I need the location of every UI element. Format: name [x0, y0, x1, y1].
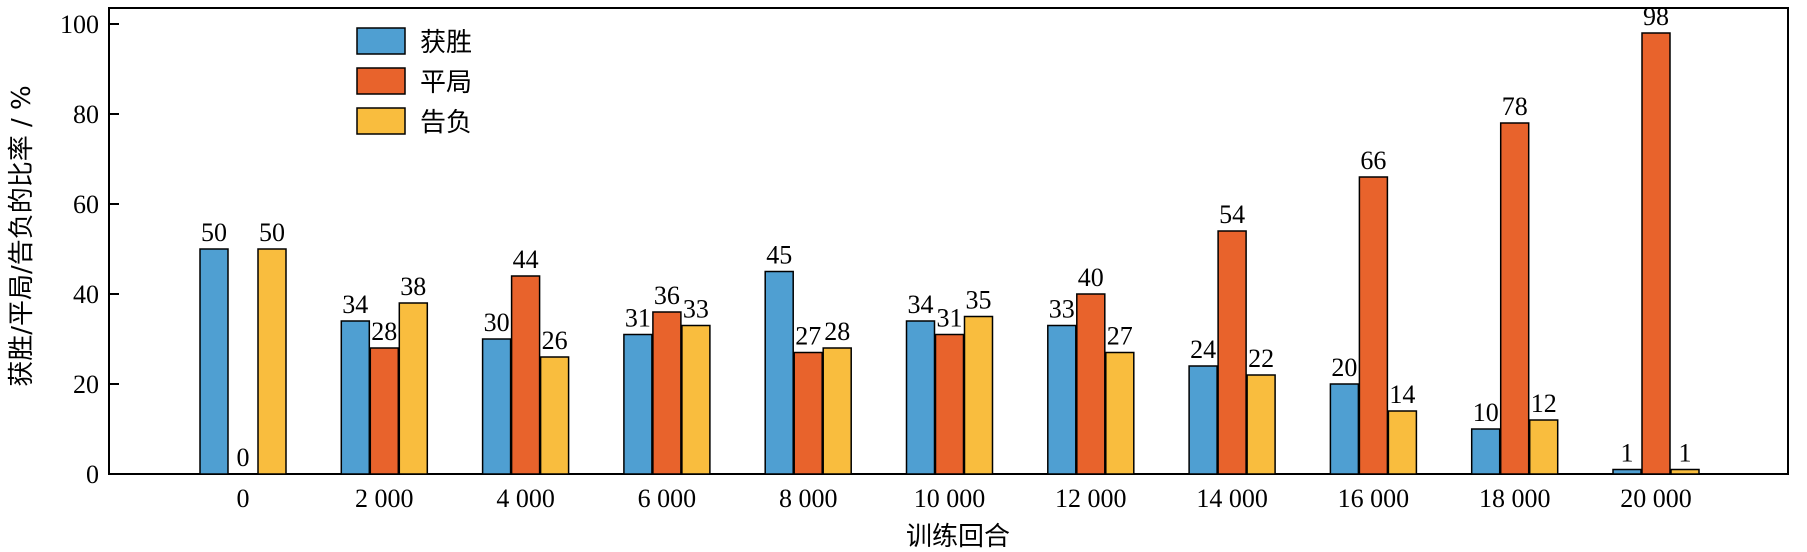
x-tick-label: 20 000: [1620, 484, 1692, 513]
bar-loss: [398, 302, 429, 475]
bar-draw: [1358, 176, 1389, 475]
bar-draw: [793, 351, 823, 475]
legend-label: 平局: [420, 68, 472, 98]
x-axis-title: 训练回合: [906, 522, 1010, 552]
x-tick-label: 4 000: [496, 484, 555, 513]
bar-win: [1612, 468, 1642, 475]
data-label: 20: [1331, 353, 1357, 382]
y-tick-label: 0: [86, 460, 99, 489]
data-label: 98: [1643, 2, 1669, 31]
data-label: 30: [484, 308, 510, 337]
bar-draw: [934, 333, 965, 475]
data-label: 40: [1078, 263, 1104, 292]
bar-loss: [1528, 419, 1559, 475]
bar-win: [905, 320, 936, 475]
data-label: 10: [1473, 398, 1499, 427]
data-label: 33: [1049, 295, 1075, 324]
data-label: 26: [542, 326, 568, 355]
data-label: 54: [1219, 200, 1245, 229]
data-label: 31: [937, 304, 963, 333]
y-tick-label: 80: [73, 100, 99, 129]
bar-loss: [1105, 351, 1135, 475]
data-label: 36: [654, 281, 680, 310]
data-label: 28: [824, 317, 850, 346]
data-label: 0: [237, 443, 250, 472]
data-label: 66: [1360, 146, 1386, 175]
data-label: 28: [371, 317, 397, 346]
bar-loss: [822, 347, 852, 475]
bar-win: [1188, 365, 1218, 475]
data-label: 44: [513, 245, 539, 274]
bar-loss: [1670, 468, 1700, 475]
bar-draw: [652, 311, 682, 475]
x-tick-label: 16 000: [1338, 484, 1410, 513]
data-label: 33: [683, 295, 709, 324]
data-label: 27: [795, 322, 821, 351]
legend-label: 告负: [420, 108, 472, 138]
bar-loss: [1246, 374, 1276, 475]
data-label: 1: [1621, 439, 1634, 468]
bar-draw: [1641, 32, 1671, 475]
x-tick-label: 12 000: [1055, 484, 1127, 513]
y-tick-label: 20: [73, 370, 99, 399]
x-tick-label: 10 000: [914, 484, 986, 513]
bar-win: [764, 270, 794, 475]
data-label: 14: [1389, 380, 1415, 409]
x-tick-label: 2 000: [355, 484, 414, 513]
y-tick-label: 40: [73, 280, 99, 309]
bar-loss: [539, 356, 570, 475]
bar-loss: [681, 324, 711, 475]
bar-win: [1047, 324, 1077, 475]
bar-win: [199, 248, 229, 475]
data-label: 1: [1679, 439, 1692, 468]
data-label: 24: [1190, 335, 1216, 364]
bar-draw: [1076, 293, 1106, 475]
bar-win: [340, 320, 371, 475]
legend-swatch: [356, 67, 406, 95]
x-tick-label: 6 000: [638, 484, 697, 513]
y-tick-label: 100: [60, 10, 99, 39]
x-tick-label: 0: [237, 484, 250, 513]
data-label: 50: [259, 218, 285, 247]
bar-draw: [369, 347, 400, 475]
data-label: 38: [400, 272, 426, 301]
x-axis: 0 2 000 4 000 6 000 8 000 10 000 12 000 14 000 1…: [237, 484, 1692, 513]
data-label: 45: [766, 241, 792, 270]
data-label: 22: [1248, 344, 1274, 373]
data-label: 34: [342, 290, 368, 319]
bar-win: [1329, 383, 1360, 475]
data-label: 35: [966, 286, 992, 315]
data-label: 12: [1531, 389, 1557, 418]
bar-win: [481, 338, 512, 475]
data-label: 34: [908, 290, 934, 319]
y-tick-label: 60: [73, 190, 99, 219]
bar-loss: [1387, 410, 1418, 475]
data-label: 78: [1502, 92, 1528, 121]
y-axis: 0 20 40 60 80 100: [60, 10, 119, 489]
x-tick-label: 14 000: [1196, 484, 1268, 513]
legend-swatch: [356, 107, 406, 135]
bar-win: [1470, 428, 1501, 475]
bar-loss: [257, 248, 287, 475]
legend-swatch: [356, 27, 406, 55]
data-label: 27: [1107, 322, 1133, 351]
bar-loss: [963, 315, 994, 475]
x-tick-label: 8 000: [779, 484, 838, 513]
x-tick-label: 18 000: [1479, 484, 1551, 513]
bar-draw: [1499, 122, 1530, 475]
data-label: 50: [201, 218, 227, 247]
data-label: 31: [625, 304, 651, 333]
bar-win: [623, 333, 653, 475]
bar-series: [199, 32, 1700, 475]
bar-draw: [1217, 230, 1247, 475]
bar-draw: [510, 275, 541, 475]
y-axis-title: 获胜/平局/告负的比率 / %: [7, 85, 37, 387]
legend-label: 获胜: [420, 28, 472, 58]
